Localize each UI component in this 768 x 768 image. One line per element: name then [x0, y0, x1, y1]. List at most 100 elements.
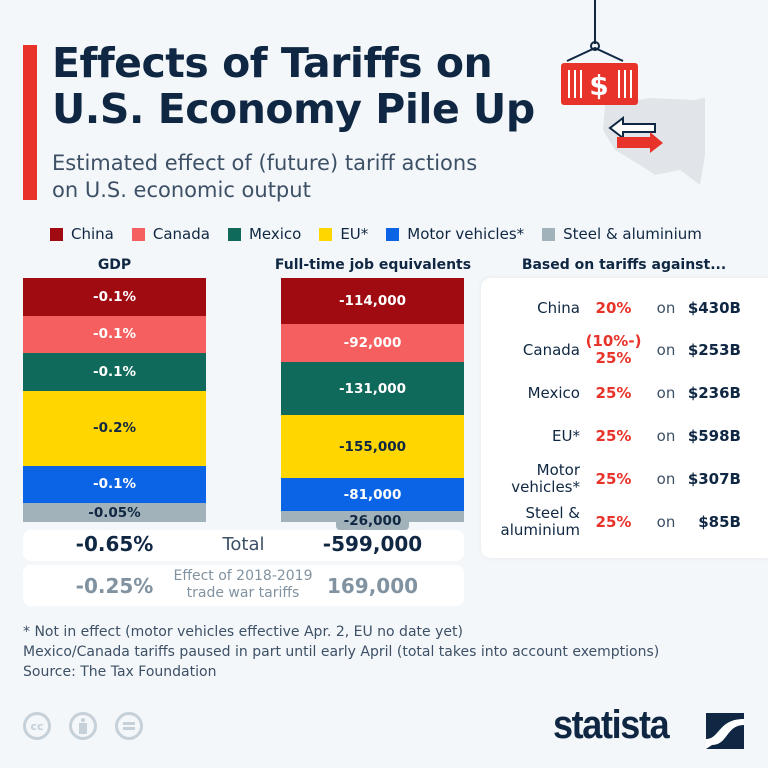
tariff-value: $307B	[687, 470, 741, 488]
equals-icon	[123, 722, 135, 730]
tariff-rate: 25%	[595, 512, 632, 531]
legend-label: Steel & aluminium	[563, 225, 702, 243]
segment-label: -114,000	[338, 293, 407, 310]
segment-label: -92,000	[343, 335, 402, 352]
total-label: Total	[222, 534, 265, 555]
tariff-value: $236B	[687, 384, 741, 402]
tariff-row: EU* 25% on $598B	[481, 416, 768, 456]
source: Source: The Tax Foundation	[23, 664, 217, 680]
tariff-row: Canada (10%-) 25% on $253B	[481, 330, 768, 370]
subtitle: Estimated effect of (future) tariff acti…	[52, 150, 477, 204]
legend-label: EU*	[340, 225, 369, 243]
tariff-country: EU*	[552, 426, 580, 445]
tariff-row: Mexico 25% on $236B	[481, 373, 768, 413]
legend-item: China	[50, 225, 114, 243]
person-icon	[79, 718, 87, 734]
tariff-country: Mexico	[527, 383, 580, 402]
subtitle-line-2: on U.S. economic output	[52, 178, 311, 202]
statista-logo-mark	[706, 713, 744, 749]
jobs-segment-canada: -92,000	[281, 324, 464, 362]
gdp-segment-eu: -0.2%	[23, 390, 206, 466]
tariff-value: $85B	[698, 513, 741, 531]
title-accent-bar	[23, 45, 37, 200]
segment-label: -81,000	[343, 486, 402, 503]
jobs-segment-mexico: -131,000	[281, 361, 464, 416]
legend-swatch	[227, 227, 241, 241]
legend-swatch	[319, 227, 333, 241]
trade-war-label-2: trade war tariffs	[186, 585, 300, 601]
segment-label: -0.1%	[92, 363, 137, 380]
jobs-stacked-bar: -114,000 -92,000 -131,000 -155,000 -81,000 -2…	[281, 278, 464, 530]
legend-item: Motor vehicles*	[386, 225, 524, 243]
tariffs-heading: Based on tariffs against...	[521, 257, 727, 273]
gdp-segment-motor-vehicles: -0.1%	[23, 465, 206, 504]
tariff-row: China 20% on $430B	[481, 288, 768, 328]
segment-label: -0.1%	[92, 288, 137, 305]
legend-label: Motor vehicles*	[407, 225, 525, 243]
svg-text:$: $	[589, 69, 608, 102]
segment-label: -0.2%	[92, 420, 137, 437]
legend-swatch	[542, 227, 556, 241]
legend-item: Mexico	[227, 225, 302, 243]
tariff-on: on	[656, 299, 676, 317]
legend-item: Canada	[131, 225, 210, 243]
total-gdp: -0.65%	[75, 532, 154, 556]
page-title: Effects of Tariffs on U.S. Economy Pile …	[52, 40, 535, 132]
subtitle-line-1: Estimated effect of (future) tariff acti…	[52, 151, 478, 175]
tariff-row: Steel & aluminium 25% on $85B	[481, 502, 768, 542]
legend-label: Mexico	[248, 225, 302, 243]
gdp-segment-steel-aluminium: -0.05%	[23, 503, 206, 522]
tariff-country: Steel & aluminium	[500, 504, 580, 539]
jobs-segment-eu: -155,000	[281, 415, 464, 479]
tariff-country: Canada	[522, 340, 580, 359]
trade-war-row: -0.25% Effect of 2018-2019 trade war tar…	[23, 565, 464, 606]
tariffs-panel: China 20% on $430B Canada (10%-) 25% on $253B Me…	[481, 278, 768, 558]
segment-label: -155,000	[338, 438, 407, 455]
gdp-stacked-bar: -0.1% -0.1% -0.1% -0.2% -0.1% -0.05%	[23, 278, 206, 522]
tariff-value: $430B	[687, 299, 741, 317]
gdp-segment-mexico: -0.1%	[23, 353, 206, 391]
tariff-rate: 20%	[595, 298, 632, 317]
logo-text: statista	[553, 703, 670, 747]
tariff-on: on	[656, 341, 676, 359]
segment-label: -26,000	[335, 511, 410, 530]
total-row: -0.65% Total -599,000	[23, 530, 464, 561]
tariff-on: on	[656, 384, 676, 402]
tariff-value: $598B	[687, 427, 741, 445]
trade-war-label: Effect of 2018-2019 trade war tariffs	[163, 568, 323, 602]
tariff-on: on	[656, 470, 676, 488]
gdp-column-header: GDP	[97, 257, 132, 273]
no-derivatives-icon[interactable]	[115, 712, 143, 740]
tariff-rate: 25%	[595, 383, 632, 402]
tariff-on: on	[656, 513, 676, 531]
note-2: Mexico/Canada tariffs paused in part unt…	[23, 644, 660, 660]
legend: China Canada Mexico EU* Motor vehicles* Steel…	[50, 225, 720, 243]
legend-swatch	[386, 227, 400, 241]
gdp-segment-canada: -0.1%	[23, 315, 206, 354]
segment-label: -0.1%	[92, 476, 137, 493]
tariff-rate: 25%	[595, 426, 632, 445]
tariff-rate: 25%	[595, 469, 632, 488]
tariff-country: Motor vehicles*	[511, 461, 580, 496]
segment-label: -131,000	[338, 380, 407, 397]
attribution-icon[interactable]	[69, 712, 97, 740]
tariff-value: $253B	[687, 341, 741, 359]
legend-swatch	[131, 227, 145, 241]
total-jobs: -599,000	[322, 532, 423, 556]
title-line-2: U.S. Economy Pile Up	[52, 85, 535, 133]
jobs-segment-motor-vehicles: -81,000	[281, 478, 464, 512]
note-1: * Not in effect (motor vehicles effectiv…	[23, 624, 463, 640]
legend-item: Steel & aluminium	[542, 225, 702, 243]
tariff-country: China	[537, 298, 580, 317]
tariff-row: Motor vehicles* 25% on $307B	[481, 459, 768, 499]
statista-logo[interactable]: statista	[553, 703, 670, 748]
legend-item: EU*	[319, 225, 368, 243]
cc-license-icon[interactable]: cc	[23, 712, 51, 740]
jobs-column-header: Full-time job equivalents	[274, 257, 472, 273]
cc-text: cc	[30, 719, 44, 733]
tariff-on: on	[656, 427, 676, 445]
gdp-segment-china: -0.1%	[23, 278, 206, 316]
legend-label: China	[71, 225, 114, 243]
trade-war-jobs: 169,000	[326, 574, 419, 598]
tariff-rate: (10%-) 25%	[585, 332, 642, 367]
